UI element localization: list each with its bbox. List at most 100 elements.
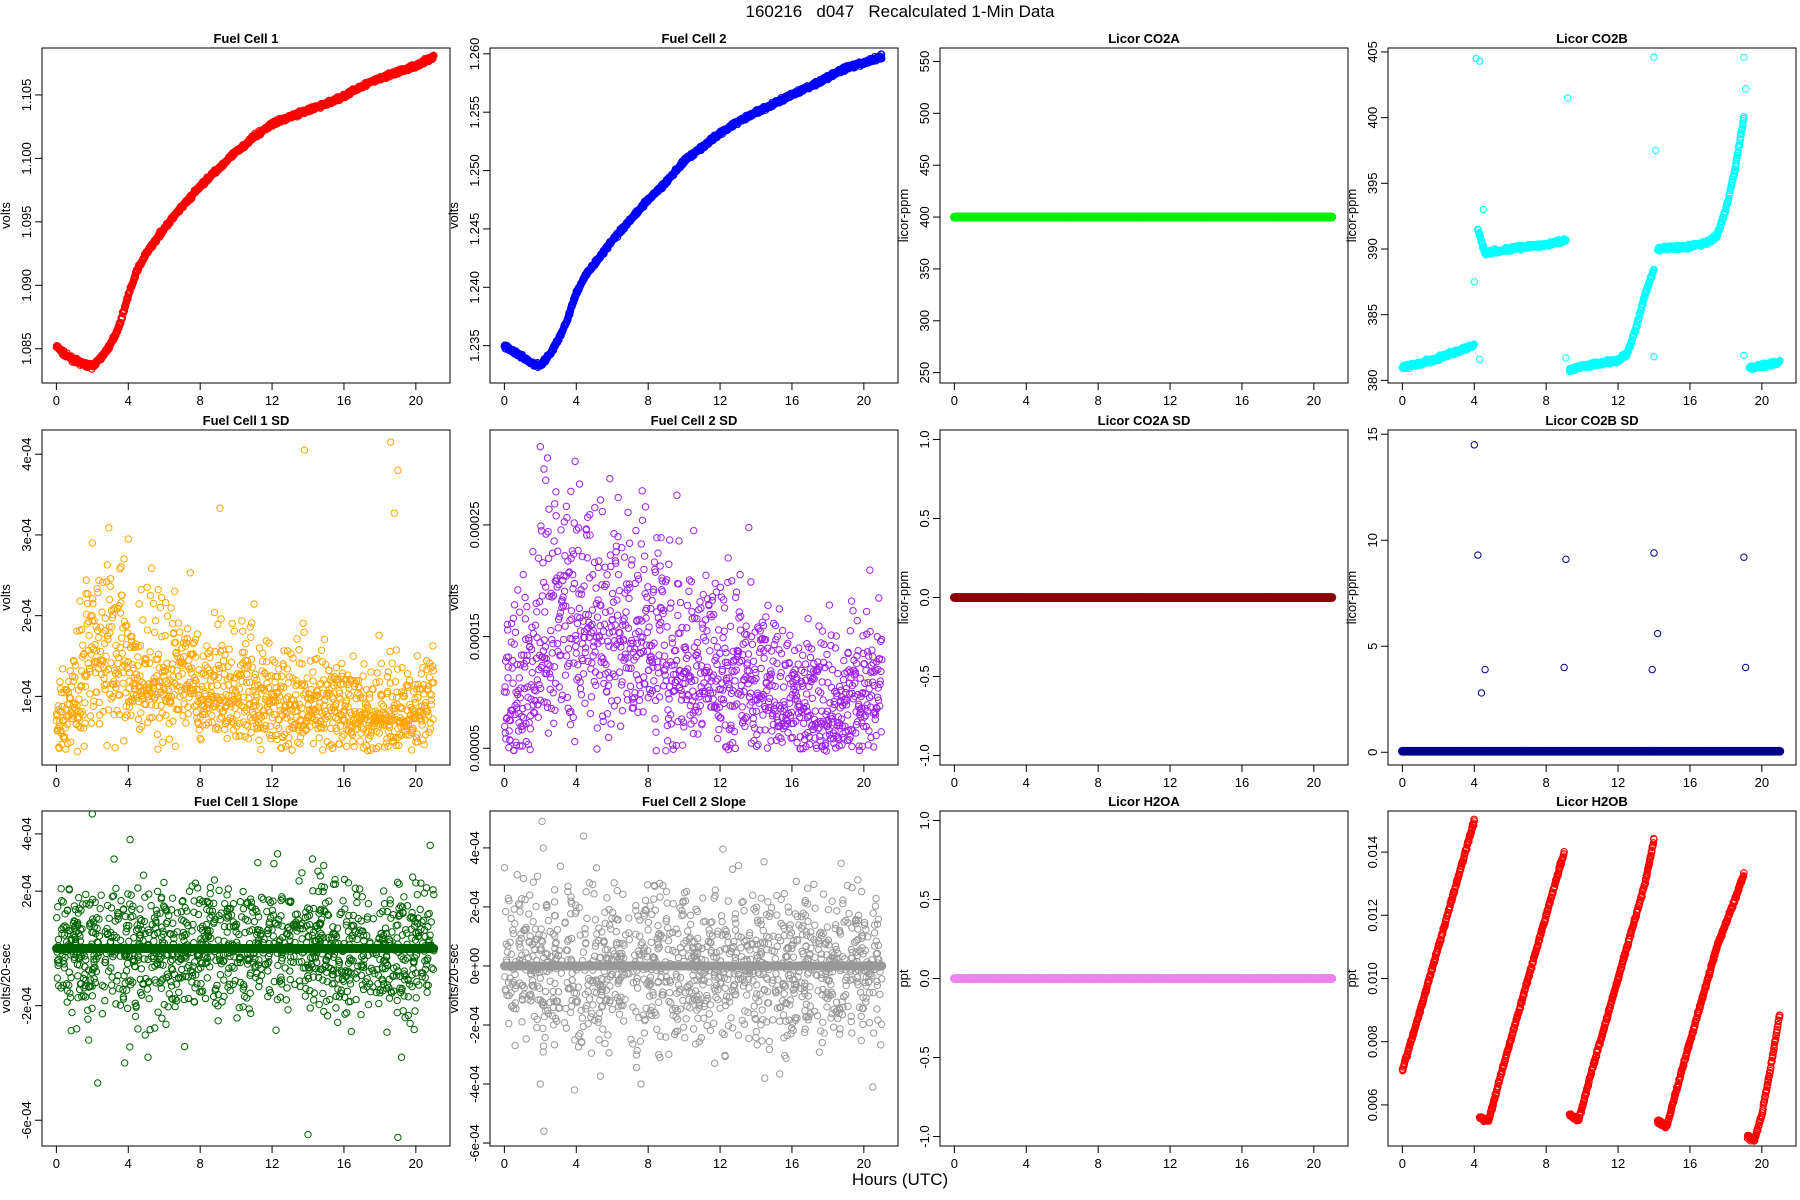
point — [147, 564, 156, 572]
point — [206, 653, 214, 662]
point — [73, 747, 82, 756]
y-tick-label: 1.250 — [467, 154, 482, 187]
data-points — [1398, 53, 1784, 375]
y-tick-label: 380 — [1365, 370, 1380, 392]
y-tick-label: 1.260 — [467, 38, 482, 71]
point — [256, 703, 264, 711]
x-tick-label: 20 — [1755, 393, 1769, 408]
figure-title: 160216 d047 Recalculated 1-Min Data — [745, 2, 1055, 21]
plot-frame — [1387, 47, 1797, 384]
x-tick-label: 8 — [1095, 393, 1102, 408]
y-tick-label: 385 — [1365, 304, 1380, 326]
point — [247, 728, 255, 737]
data-points — [52, 438, 438, 756]
point — [117, 319, 125, 327]
point — [103, 561, 112, 569]
point — [135, 600, 143, 608]
point — [227, 658, 236, 666]
point — [240, 707, 249, 716]
y-tick-label: 300 — [917, 310, 932, 332]
x-tick-label: 8 — [197, 393, 204, 408]
y-tick-label: 450 — [917, 154, 932, 176]
point — [105, 524, 113, 532]
point — [82, 576, 91, 584]
point — [1562, 354, 1570, 362]
point — [248, 663, 256, 671]
point — [94, 588, 102, 597]
data-points — [500, 50, 886, 371]
point — [96, 647, 105, 656]
point — [106, 582, 114, 591]
point — [231, 704, 239, 712]
x-tick-label: 16 — [1235, 393, 1249, 408]
y-tick-label: 1.240 — [467, 271, 482, 304]
point — [162, 677, 171, 685]
x-tick-label: 4 — [1023, 393, 1030, 408]
x-tick-label: 4 — [1471, 393, 1478, 408]
point — [171, 587, 179, 595]
y-tick-label: 350 — [917, 258, 932, 280]
point — [247, 633, 255, 641]
y-tick-label: 1.085 — [19, 332, 34, 365]
point — [86, 712, 95, 720]
point — [199, 652, 207, 660]
point — [146, 648, 154, 656]
x-tick-label: 20 — [409, 393, 423, 408]
point — [183, 624, 192, 633]
point — [118, 649, 126, 658]
point — [238, 617, 246, 625]
series-5 — [1470, 53, 1750, 364]
panel-fuel-cell-2: Fuel Cell 20 4 8 12 16 201.2351.2401.2451.250… — [446, 31, 899, 408]
point — [100, 639, 109, 648]
data-points — [52, 51, 438, 373]
point — [120, 307, 129, 315]
point — [146, 591, 155, 600]
point — [1564, 94, 1572, 102]
y-tick-label: 1.100 — [19, 142, 34, 175]
point — [165, 735, 174, 743]
point — [127, 711, 135, 719]
y-tick-label: 250 — [917, 362, 932, 384]
x-tick-label: 16 — [785, 393, 799, 408]
point — [1650, 53, 1658, 61]
point — [134, 715, 143, 724]
point — [238, 677, 246, 686]
point — [119, 679, 127, 688]
series-4 — [1745, 356, 1784, 374]
y-axis-label: volts — [446, 202, 461, 229]
point — [98, 608, 106, 616]
panel-title: Fuel Cell 1 — [213, 31, 278, 46]
point — [193, 630, 202, 638]
point — [247, 655, 256, 664]
point — [96, 711, 104, 719]
plot-frame — [41, 47, 451, 384]
x-tick-label: 12 — [1611, 393, 1625, 408]
point — [242, 639, 250, 648]
y-tick-label: 400 — [917, 206, 932, 228]
y-tick-label: 550 — [917, 51, 932, 73]
point — [155, 714, 164, 722]
x-tick-label: 16 — [1683, 393, 1697, 408]
point — [95, 576, 103, 585]
point — [117, 563, 125, 571]
y-tick-label: 395 — [1365, 172, 1380, 194]
point — [225, 645, 233, 653]
point — [156, 603, 165, 612]
point — [216, 715, 224, 723]
panel-title: Licor CO2A — [1108, 31, 1180, 46]
panel-fuel-cell-1-sd: Fuel Cell 1 SD0 4 8 12 16 201e-042e-043e-044e… — [0, 413, 451, 790]
point — [143, 583, 151, 592]
point — [107, 659, 115, 667]
panel-title: Fuel Cell 1 SD — [203, 413, 290, 428]
point — [246, 623, 254, 631]
y-axis-label: volts — [0, 584, 13, 611]
y-tick-label: 3e-04 — [19, 518, 34, 551]
point — [87, 719, 96, 727]
point — [230, 627, 239, 635]
y-tick-label: 2e-04 — [19, 599, 34, 632]
point — [120, 555, 128, 563]
series-0 — [52, 51, 438, 373]
x-tick-label: 12 — [1163, 393, 1177, 408]
point — [228, 619, 236, 628]
